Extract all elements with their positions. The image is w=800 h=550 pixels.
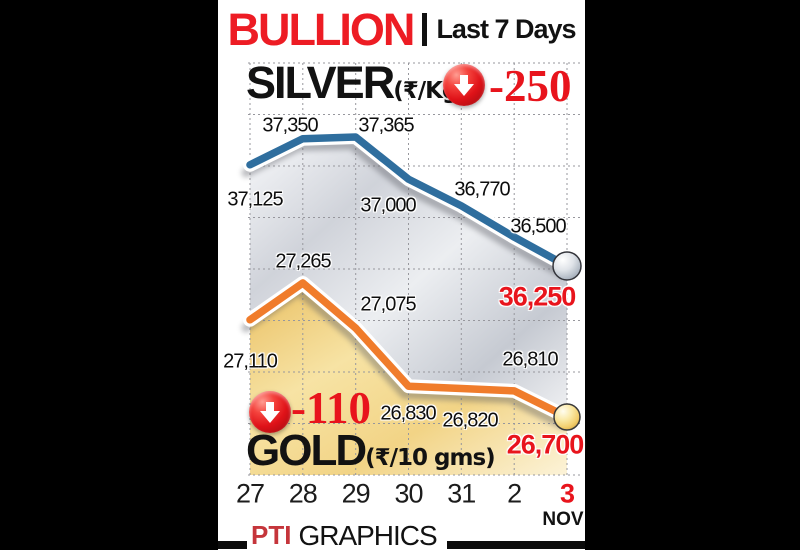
silver-closing-value: 36,250: [498, 281, 577, 312]
page-subtitle: Last 7 Days: [436, 13, 576, 44]
dashed-gridlines: [248, 62, 583, 476]
silver-change-value: -250: [489, 61, 572, 111]
gold-change-value: -110: [291, 383, 372, 433]
down-arrow-glyph: [260, 402, 280, 423]
x-axis-date: 27: [235, 478, 265, 509]
silver-endpoint-marker: [552, 251, 582, 281]
gold-heading: GOLD (₹/10 gms): [246, 426, 496, 475]
gold-value-label: 26,830: [380, 402, 436, 425]
gold-series-unit: (₹/10 gms): [365, 445, 496, 471]
gold-series-name: GOLD: [246, 426, 367, 475]
silver-value-label: 37,350: [262, 114, 318, 137]
page-title: BULLION: [227, 3, 415, 55]
silver-heading: SILVER (₹/Kg): [246, 57, 468, 108]
x-axis-date: 28: [288, 478, 318, 509]
gold-value-label: 27,265: [275, 250, 331, 273]
gold-value-label: 26,820: [442, 409, 498, 432]
down-arrow-glyph: [454, 75, 474, 96]
gold-line: [246, 279, 571, 421]
silver-down-arrow-icon: [443, 64, 485, 106]
month-label: NOV: [542, 509, 584, 530]
silver-series-name: SILVER: [246, 57, 395, 108]
gold-value-label: 27,110: [223, 350, 278, 373]
x-axis-date: 31: [447, 478, 476, 509]
gold-value-label: 27,075: [360, 293, 416, 316]
gold-endpoint-marker: [553, 403, 581, 431]
gold-closing-value: 26,700: [506, 429, 585, 460]
silver-value-label: 37,365: [358, 114, 414, 137]
x-axis-date: 30: [394, 478, 423, 509]
gold-value-label: 26,810: [502, 348, 558, 371]
silver-value-label: 37,000: [360, 194, 416, 217]
title-separator: [422, 12, 428, 46]
footer-credit: PTI GRAPHICS: [247, 513, 447, 550]
silver-value-label: 36,770: [454, 178, 510, 201]
silver-area-fill: [250, 137, 567, 417]
x-axis-date: 3: [559, 478, 575, 509]
gold-down-arrow-icon: [249, 391, 291, 433]
gold-area-fill: [250, 283, 567, 475]
graphics-label: GRAPHICS: [298, 520, 437, 550]
x-axis-date: 2: [507, 478, 522, 509]
silver-value-label: 36,500: [510, 215, 566, 238]
silver-line: [246, 133, 571, 270]
pti-logo: PTI: [251, 520, 292, 550]
x-axis-date: 29: [341, 478, 371, 509]
silver-value-label: 37,125: [227, 188, 283, 211]
header: BULLION Last 7 Days: [218, 2, 585, 56]
